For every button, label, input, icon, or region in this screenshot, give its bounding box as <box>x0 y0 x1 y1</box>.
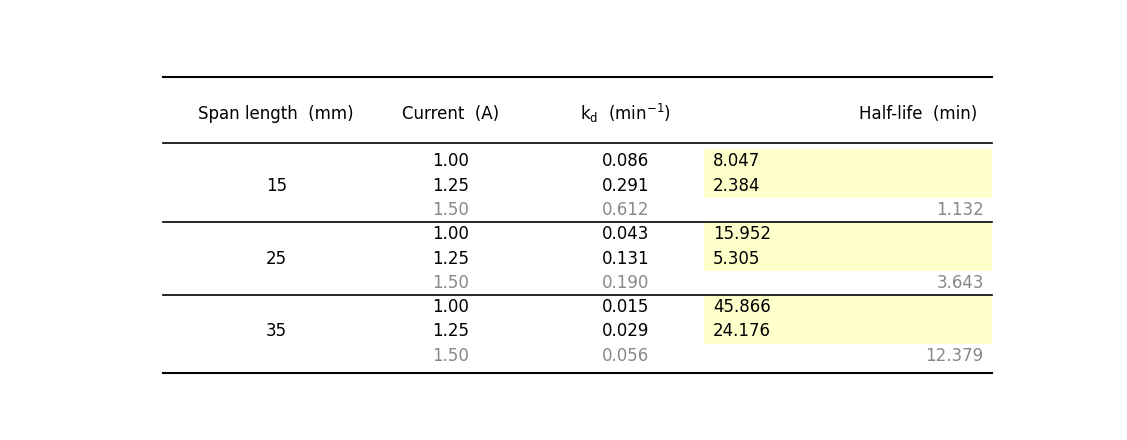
Bar <box>704 295 993 319</box>
Text: 5.305: 5.305 <box>713 249 761 268</box>
Text: Span length  (mm): Span length (mm) <box>198 105 354 123</box>
Bar <box>704 222 993 246</box>
Text: 0.190: 0.190 <box>602 274 649 292</box>
Text: 24.176: 24.176 <box>713 323 771 341</box>
Text: 1.50: 1.50 <box>433 347 469 365</box>
Text: 1.50: 1.50 <box>433 201 469 219</box>
Text: 0.291: 0.291 <box>602 177 649 195</box>
Text: 1.25: 1.25 <box>433 177 470 195</box>
Text: 0.015: 0.015 <box>602 298 649 316</box>
Text: 1.00: 1.00 <box>433 298 469 316</box>
Text: 8.047: 8.047 <box>713 153 761 170</box>
Text: Half-life  (min): Half-life (min) <box>859 105 977 123</box>
Text: 1.00: 1.00 <box>433 225 469 243</box>
Bar <box>704 174 993 198</box>
Bar <box>704 319 993 344</box>
Text: 0.131: 0.131 <box>602 249 649 268</box>
Text: 0.029: 0.029 <box>602 323 649 341</box>
Text: 1.50: 1.50 <box>433 274 469 292</box>
Text: 2.384: 2.384 <box>713 177 761 195</box>
Text: 15.952: 15.952 <box>713 225 771 243</box>
Bar <box>704 149 993 174</box>
Text: 25: 25 <box>266 249 286 268</box>
Text: 45.866: 45.866 <box>713 298 771 316</box>
Text: 0.043: 0.043 <box>602 225 649 243</box>
Bar <box>704 246 993 271</box>
Text: 35: 35 <box>266 323 286 341</box>
Text: Current  (A): Current (A) <box>402 105 499 123</box>
Text: 1.00: 1.00 <box>433 153 469 170</box>
Text: 3.643: 3.643 <box>937 274 984 292</box>
Text: 1.132: 1.132 <box>937 201 984 219</box>
Text: 1.25: 1.25 <box>433 323 470 341</box>
Text: $\mathregular{k_d}$  (min$\mathregular{^{-1}}$): $\mathregular{k_d}$ (min$\mathregular{^{… <box>580 102 671 125</box>
Text: 15: 15 <box>266 177 286 195</box>
Text: 0.612: 0.612 <box>602 201 649 219</box>
Text: 12.379: 12.379 <box>925 347 984 365</box>
Text: 0.086: 0.086 <box>602 153 649 170</box>
Text: 0.056: 0.056 <box>602 347 649 365</box>
Text: 1.25: 1.25 <box>433 249 470 268</box>
